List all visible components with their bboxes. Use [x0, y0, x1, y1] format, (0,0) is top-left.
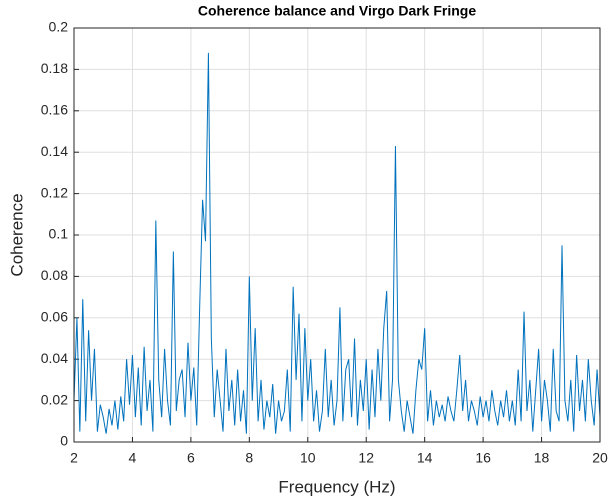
y-tick-label: 0.08	[41, 267, 68, 283]
y-tick-label: 0.16	[41, 102, 68, 118]
y-tick-label: 0.2	[49, 19, 69, 35]
x-tick-label: 18	[534, 450, 550, 466]
y-axis-label: Coherence	[7, 193, 26, 276]
plot-frame	[73, 27, 601, 443]
y-tick-label: 0.06	[41, 309, 68, 325]
x-tick-label: 2	[70, 450, 78, 466]
x-tick-label: 20	[592, 450, 608, 466]
x-axis-label: Frequency (Hz)	[278, 477, 395, 496]
y-tick-label: 0.02	[41, 391, 68, 407]
data-line	[73, 52, 601, 434]
x-tick-label: 12	[358, 450, 374, 466]
x-tick-label: 8	[245, 450, 253, 466]
chart-title: Coherence balance and Virgo Dark Fringe	[198, 3, 476, 19]
x-tick-label: 14	[417, 450, 433, 466]
x-tick-label: 16	[475, 450, 491, 466]
y-tick-label: 0.18	[41, 60, 68, 76]
x-tick-label: 4	[129, 450, 137, 466]
x-tick-label: 6	[187, 450, 195, 466]
y-tick-label: 0.04	[41, 350, 68, 366]
y-tick-label: 0.1	[49, 226, 69, 242]
y-tick-label: 0	[60, 433, 68, 449]
y-tick-label: 0.12	[41, 184, 68, 200]
y-tick-label: 0.14	[41, 143, 68, 159]
x-tick-label: 10	[300, 450, 316, 466]
